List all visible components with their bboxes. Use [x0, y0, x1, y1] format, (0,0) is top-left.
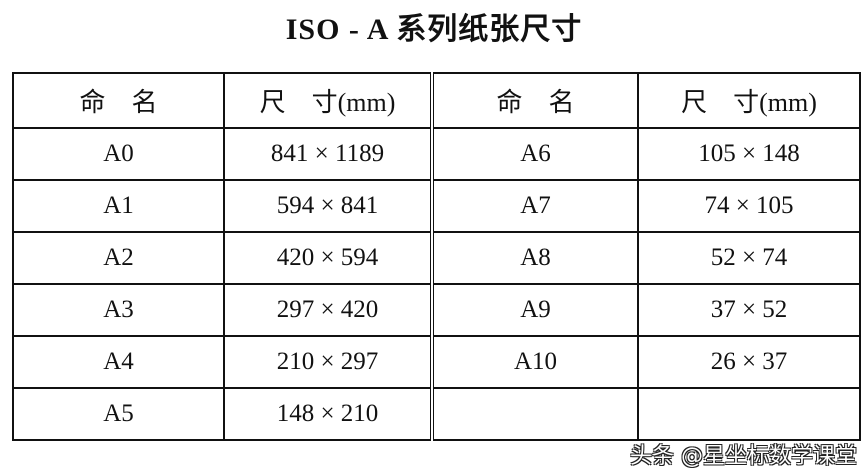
table-cell: A4	[12, 335, 225, 389]
table-row: A1 594 × 841 A7 74 × 105	[12, 179, 861, 233]
table-cell	[637, 387, 861, 441]
table-cell: 420 × 594	[223, 231, 434, 285]
table-cell: A10	[431, 335, 639, 389]
header-cell: 尺 寸(mm)	[223, 72, 434, 129]
table-cell: A9	[431, 283, 639, 337]
table-cell: A6	[431, 127, 639, 181]
table-row: A5 148 × 210	[12, 387, 861, 441]
table-cell: A3	[12, 283, 225, 337]
table-cell: 74 × 105	[637, 179, 861, 233]
header-cell: 命 名	[12, 72, 225, 129]
table-row: A4 210 × 297 A10 26 × 37	[12, 335, 861, 389]
page-title: ISO - A 系列纸张尺寸	[285, 13, 583, 46]
table-cell: A2	[12, 231, 225, 285]
table-cell: A8	[431, 231, 639, 285]
table-cell: 52 × 74	[637, 231, 861, 285]
table-cell: A0	[12, 127, 225, 181]
watermark: 头条 @星坐标数学课堂	[630, 444, 857, 469]
table-cell: A7	[431, 179, 639, 233]
table-cell: 594 × 841	[223, 179, 434, 233]
table-cell: A5	[12, 387, 225, 441]
table-cell: 105 × 148	[637, 127, 861, 181]
table-cell: 26 × 37	[637, 335, 861, 389]
table-header-row: 命 名 尺 寸(mm) 命 名 尺 寸(mm)	[12, 72, 861, 129]
table-cell: 37 × 52	[637, 283, 861, 337]
table-row: A2 420 × 594 A8 52 × 74	[12, 231, 861, 285]
table-row: A3 297 × 420 A9 37 × 52	[12, 283, 861, 337]
paper-size-table: 命 名 尺 寸(mm) 命 名 尺 寸(mm) A0 841 × 1189 A6 10…	[12, 72, 861, 441]
table-cell	[431, 387, 639, 441]
table-cell: A1	[12, 179, 225, 233]
header-cell: 尺 寸(mm)	[637, 72, 861, 129]
table-cell: 148 × 210	[223, 387, 434, 441]
table-cell: 841 × 1189	[223, 127, 434, 181]
table-cell: 297 × 420	[223, 283, 434, 337]
header-cell: 命 名	[431, 72, 639, 129]
table-cell: 210 × 297	[223, 335, 434, 389]
table-row: A0 841 × 1189 A6 105 × 148	[12, 127, 861, 181]
